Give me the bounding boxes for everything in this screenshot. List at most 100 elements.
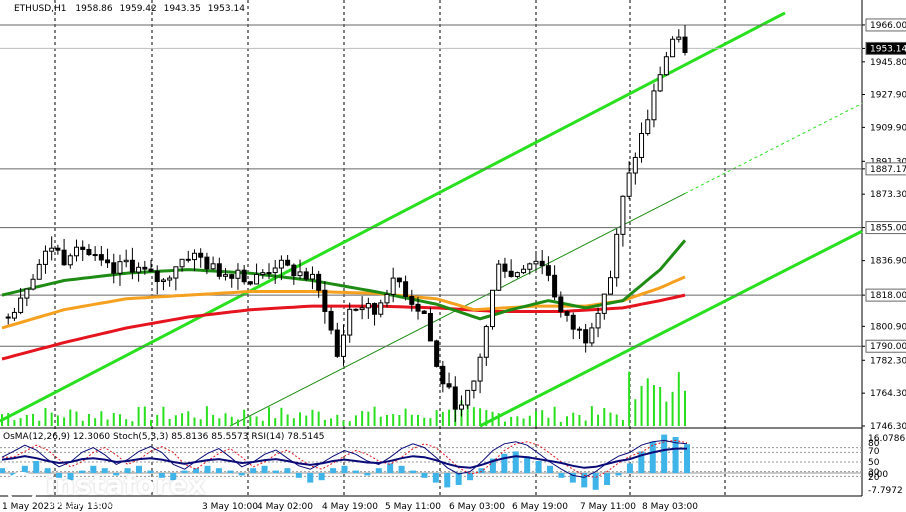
candle-body <box>347 308 353 336</box>
candle-body <box>303 271 309 280</box>
osma-bar <box>113 473 120 476</box>
indicator-panel <box>0 434 862 490</box>
osma-bar <box>398 465 405 473</box>
osma-bar <box>535 461 542 473</box>
candle-body <box>142 266 148 270</box>
instaforex-watermark: instaforex Instant Forex Trading <box>6 470 206 510</box>
time-axis-label: 4 May 19:00 <box>322 502 378 512</box>
osma-bar <box>444 473 451 488</box>
candle-body <box>285 259 291 266</box>
candle-body <box>632 156 638 174</box>
candle-body <box>272 267 278 274</box>
osma-bar <box>136 465 142 473</box>
candle-body <box>651 90 657 121</box>
osma-bar <box>67 473 74 481</box>
candle-body <box>576 328 582 331</box>
osma-bar <box>307 473 314 483</box>
candle-body <box>309 273 315 280</box>
osma-bar <box>215 468 222 473</box>
indicator-tick-label: -7.7972 <box>868 486 903 496</box>
candle-body <box>458 404 464 410</box>
osma-bar <box>604 473 611 485</box>
osma-bar <box>227 470 234 473</box>
candle-body <box>390 277 396 295</box>
osma-bar <box>21 465 28 473</box>
indicator-tick-label: 20 <box>868 473 880 483</box>
time-axis-label: 8 May 03:00 <box>642 502 698 512</box>
candle-body <box>614 233 620 279</box>
osma-bar <box>78 470 85 473</box>
candle-body <box>266 272 272 275</box>
candle-body <box>396 277 402 283</box>
candle-body <box>353 308 359 311</box>
candle-body <box>527 263 533 270</box>
candle-body <box>552 274 558 298</box>
candle-body <box>328 310 334 331</box>
candle-body <box>626 172 632 197</box>
osma-bar <box>478 468 485 473</box>
osma-bar <box>501 453 508 473</box>
candle-body <box>235 269 241 279</box>
osma-bar <box>455 473 462 485</box>
candle-body <box>483 326 489 358</box>
osma-bar <box>0 468 5 473</box>
price-tick-label: 1909.90 <box>870 123 906 133</box>
price-tick-label: 1945.80 <box>870 58 906 68</box>
candle-body <box>191 252 197 261</box>
price-tick-label: 1855.00 <box>870 224 906 234</box>
osma-bar <box>581 473 588 488</box>
osma-bar <box>432 473 439 483</box>
indicator-tick-label: 16.0786 <box>868 434 905 444</box>
candle-body <box>179 258 185 268</box>
stochastic-signal-line <box>2 439 688 478</box>
candle-body <box>452 386 458 410</box>
candle-body <box>359 307 365 311</box>
candle-body <box>148 268 154 272</box>
price-tick-label: 1764.30 <box>870 389 906 399</box>
osma-bar <box>56 473 63 478</box>
candle-body <box>657 74 663 92</box>
candle-body <box>490 289 496 328</box>
osma-bar <box>661 434 668 473</box>
price-tick-label: 1927.90 <box>870 91 906 101</box>
candle-body <box>508 270 514 277</box>
time-axis-label: 2 May 13:00 <box>57 502 113 512</box>
candle-body <box>564 311 570 316</box>
osma-bar <box>387 463 394 473</box>
candle-body <box>129 259 135 273</box>
candle-body <box>521 268 527 274</box>
price-tick-label: 1836.90 <box>870 257 906 267</box>
price-tag-box <box>865 18 906 32</box>
stochastic-main-line <box>1 439 688 478</box>
candle-body <box>558 296 564 313</box>
time-axis-label: 5 May 11:00 <box>385 502 441 512</box>
candle-body <box>61 249 67 266</box>
price-tick-label: 1953.14 <box>870 44 906 54</box>
price-tag-box <box>865 339 906 353</box>
candle-body <box>167 277 173 281</box>
candle-body <box>639 133 645 158</box>
osma-bar <box>238 473 245 476</box>
candle-body <box>204 256 210 270</box>
candle-body <box>185 258 191 261</box>
price-tick-label: 1966.00 <box>870 21 906 31</box>
candle-body <box>36 263 42 280</box>
candle-body <box>403 281 409 297</box>
candle-body <box>502 263 508 272</box>
candle-body <box>278 259 284 269</box>
osma-bar <box>261 465 268 473</box>
grid-layer <box>0 0 863 497</box>
candle-body <box>663 56 669 76</box>
candle-body <box>446 383 452 388</box>
osma-bar <box>638 451 645 473</box>
osma-bar <box>181 470 188 473</box>
osma-bar <box>204 465 211 473</box>
osma-bar <box>193 468 200 473</box>
candle-body <box>98 254 104 261</box>
candle-body <box>334 329 340 357</box>
candle-body <box>5 316 11 319</box>
candle-body <box>30 278 36 290</box>
candle-body <box>260 272 266 275</box>
price-tag-box <box>865 221 906 235</box>
